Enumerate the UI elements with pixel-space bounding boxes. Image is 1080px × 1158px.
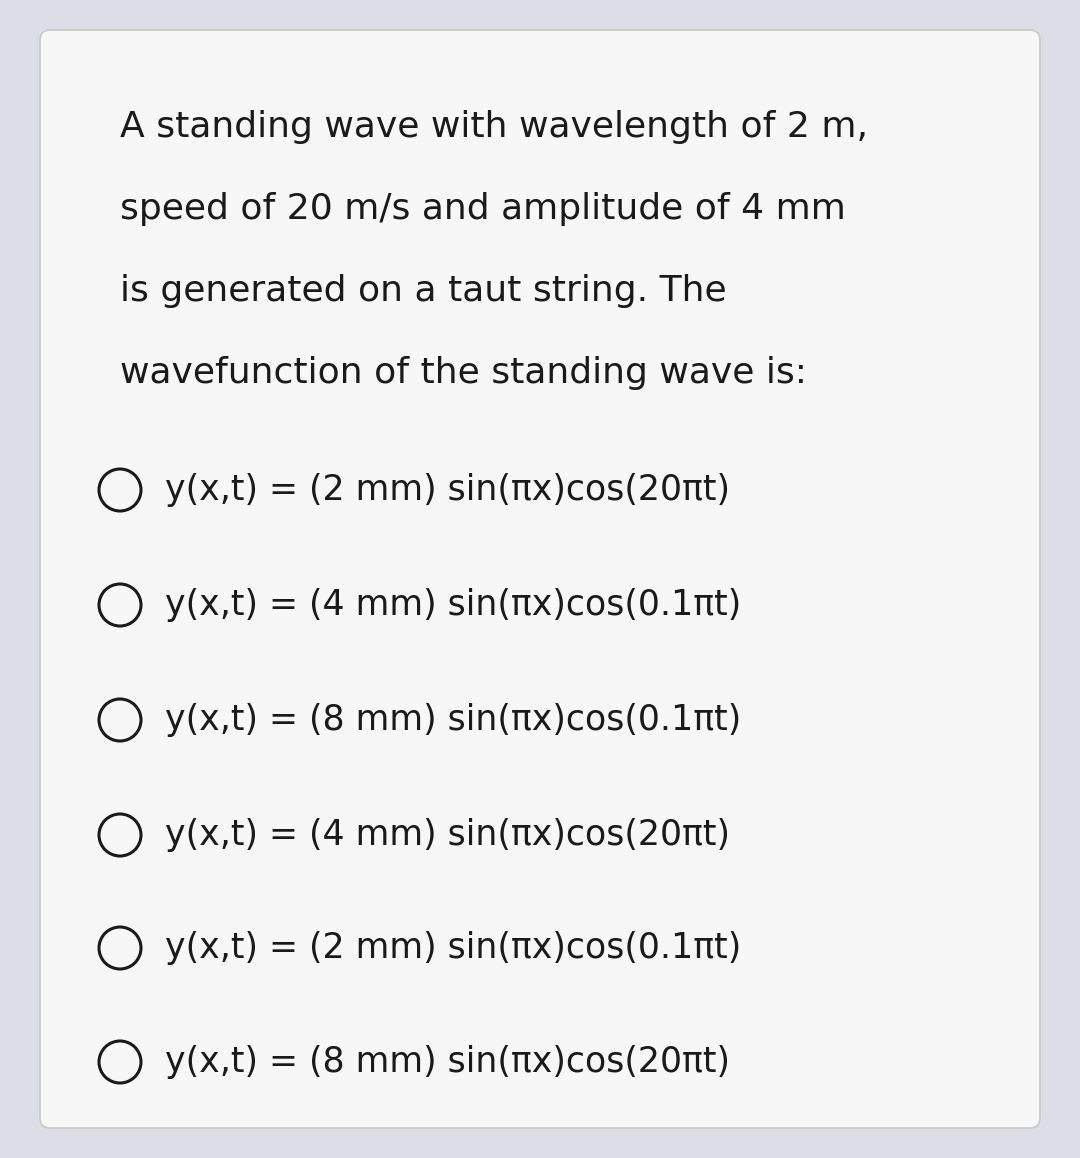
Text: y(x,t) = (8 mm) sin(πx)cos(0.1πt): y(x,t) = (8 mm) sin(πx)cos(0.1πt) — [165, 703, 741, 736]
Text: A standing wave with wavelength of 2 m,: A standing wave with wavelength of 2 m, — [120, 110, 868, 144]
Text: y(x,t) = (8 mm) sin(πx)cos(20πt): y(x,t) = (8 mm) sin(πx)cos(20πt) — [165, 1045, 730, 1079]
Text: is generated on a taut string. The: is generated on a taut string. The — [120, 274, 727, 308]
Text: y(x,t) = (2 mm) sin(πx)cos(20πt): y(x,t) = (2 mm) sin(πx)cos(20πt) — [165, 472, 730, 507]
Text: wavefunction of the standing wave is:: wavefunction of the standing wave is: — [120, 356, 807, 390]
Text: y(x,t) = (4 mm) sin(πx)cos(0.1πt): y(x,t) = (4 mm) sin(πx)cos(0.1πt) — [165, 588, 741, 622]
Text: y(x,t) = (4 mm) sin(πx)cos(20πt): y(x,t) = (4 mm) sin(πx)cos(20πt) — [165, 818, 730, 852]
FancyBboxPatch shape — [40, 30, 1040, 1128]
Text: speed of 20 m/s and amplitude of 4 mm: speed of 20 m/s and amplitude of 4 mm — [120, 192, 846, 226]
Text: y(x,t) = (2 mm) sin(πx)cos(0.1πt): y(x,t) = (2 mm) sin(πx)cos(0.1πt) — [165, 931, 741, 965]
